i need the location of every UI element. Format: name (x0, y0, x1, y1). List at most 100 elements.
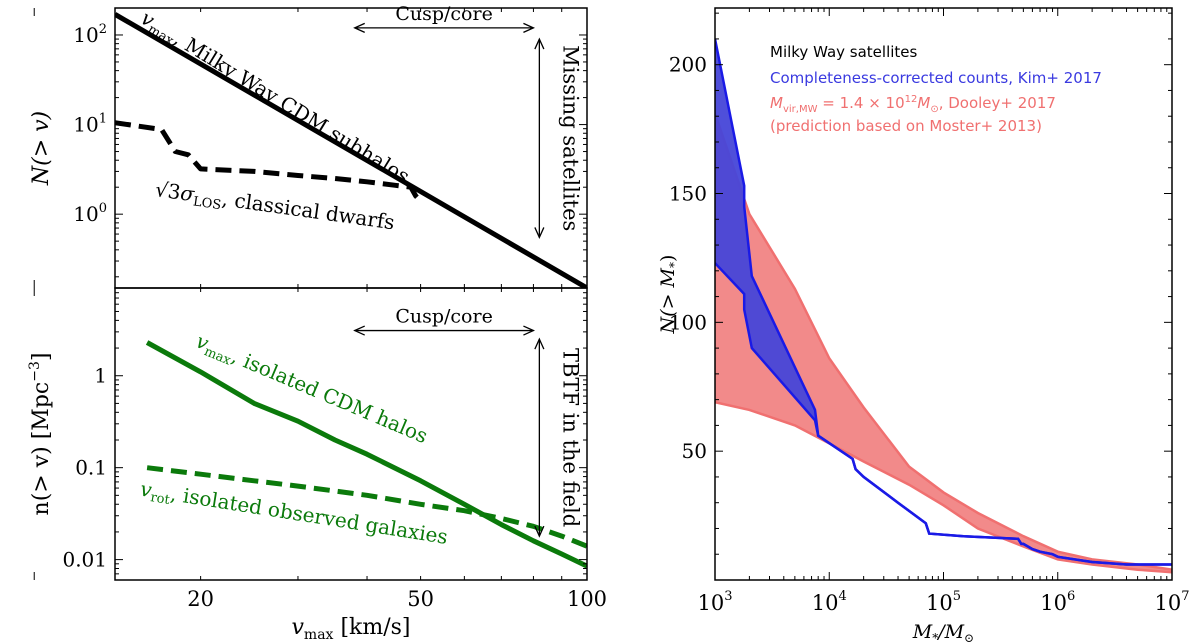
axes-frame (114, 287, 588, 581)
series-line-vrot (146, 465, 587, 549)
y-tick-exp: 1 (99, 112, 107, 127)
x-axis-sub: * (932, 631, 938, 643)
x-axis-label: vmax [km/s] (291, 615, 410, 643)
y-axis-label: N(> v) (29, 111, 54, 186)
x-tick-base: 10 (697, 591, 724, 615)
label-sigma-dwarfs: √3σLOS, classical dwarfs (153, 177, 396, 237)
y-axis-sub: * (667, 262, 681, 268)
legend-title: Milky Way satellites (770, 43, 918, 61)
x-axis-var: M (912, 621, 933, 643)
legend-dooley-exp: 12 (905, 94, 918, 105)
legend-dooley: Mvir,MW = 1.4 × 1012M⊙, Dooley+ 2017 (770, 94, 1056, 115)
y-tick-label: 1 (94, 364, 107, 388)
cusp-core-arrowhead (353, 22, 365, 33)
legend-dooley-m: M (770, 94, 783, 112)
y-tick-base: 10 (73, 23, 98, 47)
y-axis-label: N(> M*) (657, 255, 681, 335)
x-tick-base: 10 (1040, 591, 1067, 615)
cusp-core-arrowhead (353, 325, 365, 336)
series-line-sigma (115, 120, 423, 203)
y-axis-end: ) (657, 255, 679, 262)
y-tick-label: 102 (73, 22, 107, 47)
label-vmax-subhalos-text: , Milky Way CDM subhalos (170, 26, 414, 188)
y-axis-main: N(> M (657, 267, 679, 334)
band-upper-dooley (715, 113, 1172, 571)
cusp-core-arrowhead (523, 22, 536, 33)
x-tick-exp: 4 (838, 589, 846, 604)
missing-satellites-arrowhead (534, 37, 545, 50)
legend-dooley-sub: vir,MW (783, 104, 818, 115)
x-axis-sun: ⊙ (964, 631, 974, 643)
label-sigma-dwarfs-text: , classical dwarfs (220, 186, 396, 234)
band-lower-dooley (715, 400, 1172, 574)
x-tick-label: 104 (812, 589, 847, 615)
x-tick-exp: 6 (1067, 589, 1075, 604)
x-tick-label: 107 (1154, 589, 1189, 615)
y-tick-label: 101 (73, 112, 107, 137)
label-vmax-halos-text: , isolated CDM halos (228, 344, 431, 448)
x-tick-label: 50 (407, 587, 434, 611)
band-fill-dooley (715, 113, 1172, 573)
tbtf-arrowhead (534, 525, 545, 538)
label-vrot-galaxies-text: , isolated observed galaxies (169, 481, 450, 549)
legend-kim: Completeness-corrected counts, Kim+ 2017 (770, 69, 1102, 87)
y-axis-label: n(> v) [Mpc−3] (27, 353, 54, 516)
y-tick-label: 0.1 (75, 456, 107, 480)
missing-satellites-arrowhead (534, 227, 545, 240)
series-line-vmax (145, 340, 587, 569)
y-tick-label: 0.01 (62, 548, 107, 572)
x-tick-label: 20 (187, 587, 214, 611)
y-tick-label: 50 (682, 439, 707, 463)
y-tick-label: 100 (73, 201, 107, 226)
tbtf-arrowhead (534, 337, 545, 350)
x-tick-base: 10 (1154, 591, 1181, 615)
x-axis-label: M*/M⊙ (912, 621, 974, 643)
x-tick-exp: 7 (1181, 589, 1189, 604)
x-tick-exp: 5 (953, 589, 961, 604)
cusp-core-label: Cusp/core (395, 306, 493, 328)
series-group (715, 38, 1172, 574)
x-tick-exp: 3 (724, 589, 732, 604)
x-tick-label: 100 (567, 587, 607, 611)
label-vrot-galaxies-sub: rot (149, 490, 171, 508)
y-axis-sup: −3 (27, 361, 43, 382)
x-axis-unit: /M (936, 621, 964, 643)
x-tick-label: 106 (1040, 589, 1075, 615)
y-axis-end: ] (29, 353, 54, 362)
y-tick-label: 200 (669, 53, 707, 77)
y-tick-label: 150 (669, 182, 707, 206)
series-line-vmax (115, 12, 587, 288)
legend-dooley-post: , Dooley+ 2017 (939, 94, 1056, 112)
missing-satellites-label: Missing satellites (558, 45, 582, 231)
x-axis-sub: max (304, 627, 334, 643)
y-tick-exp: 0 (99, 201, 107, 216)
label-vmax-subhalos: vmax, Milky Way CDM subhalos (135, 6, 414, 191)
label-sigma-dwarfs-var: σ (179, 181, 197, 207)
label-sigma-dwarfs-sub: LOS (192, 194, 222, 213)
x-tick-label: 103 (697, 589, 732, 615)
series-group (145, 340, 587, 569)
legend-dooley-msun: M (917, 94, 930, 112)
series-group (115, 12, 587, 288)
cusp-core-label: Cusp/core (395, 3, 493, 25)
label-sigma-dwarfs-pre: √3 (154, 177, 183, 204)
legend-dooley-eq: = 1.4 × 10 (817, 94, 904, 112)
x-tick-label: 105 (926, 589, 961, 615)
tbtf-label: TBTF in the field (558, 348, 582, 527)
x-axis-var: v (291, 615, 304, 640)
label-vrot-galaxies-var: v (139, 477, 155, 503)
cusp-core-arrowhead (523, 325, 536, 336)
y-tick-exp: 2 (99, 22, 107, 37)
legend-dooley-note: (prediction based on Moster+ 2013) (770, 117, 1042, 135)
band-lower-kim (715, 262, 1172, 566)
x-tick-base: 10 (926, 591, 953, 615)
y-tick-base: 10 (73, 113, 98, 137)
y-tick-base: 10 (73, 202, 98, 226)
y-tick-label: 100 (669, 310, 707, 334)
x-tick-base: 10 (812, 591, 839, 615)
x-axis-unit: [km/s] (333, 615, 410, 640)
